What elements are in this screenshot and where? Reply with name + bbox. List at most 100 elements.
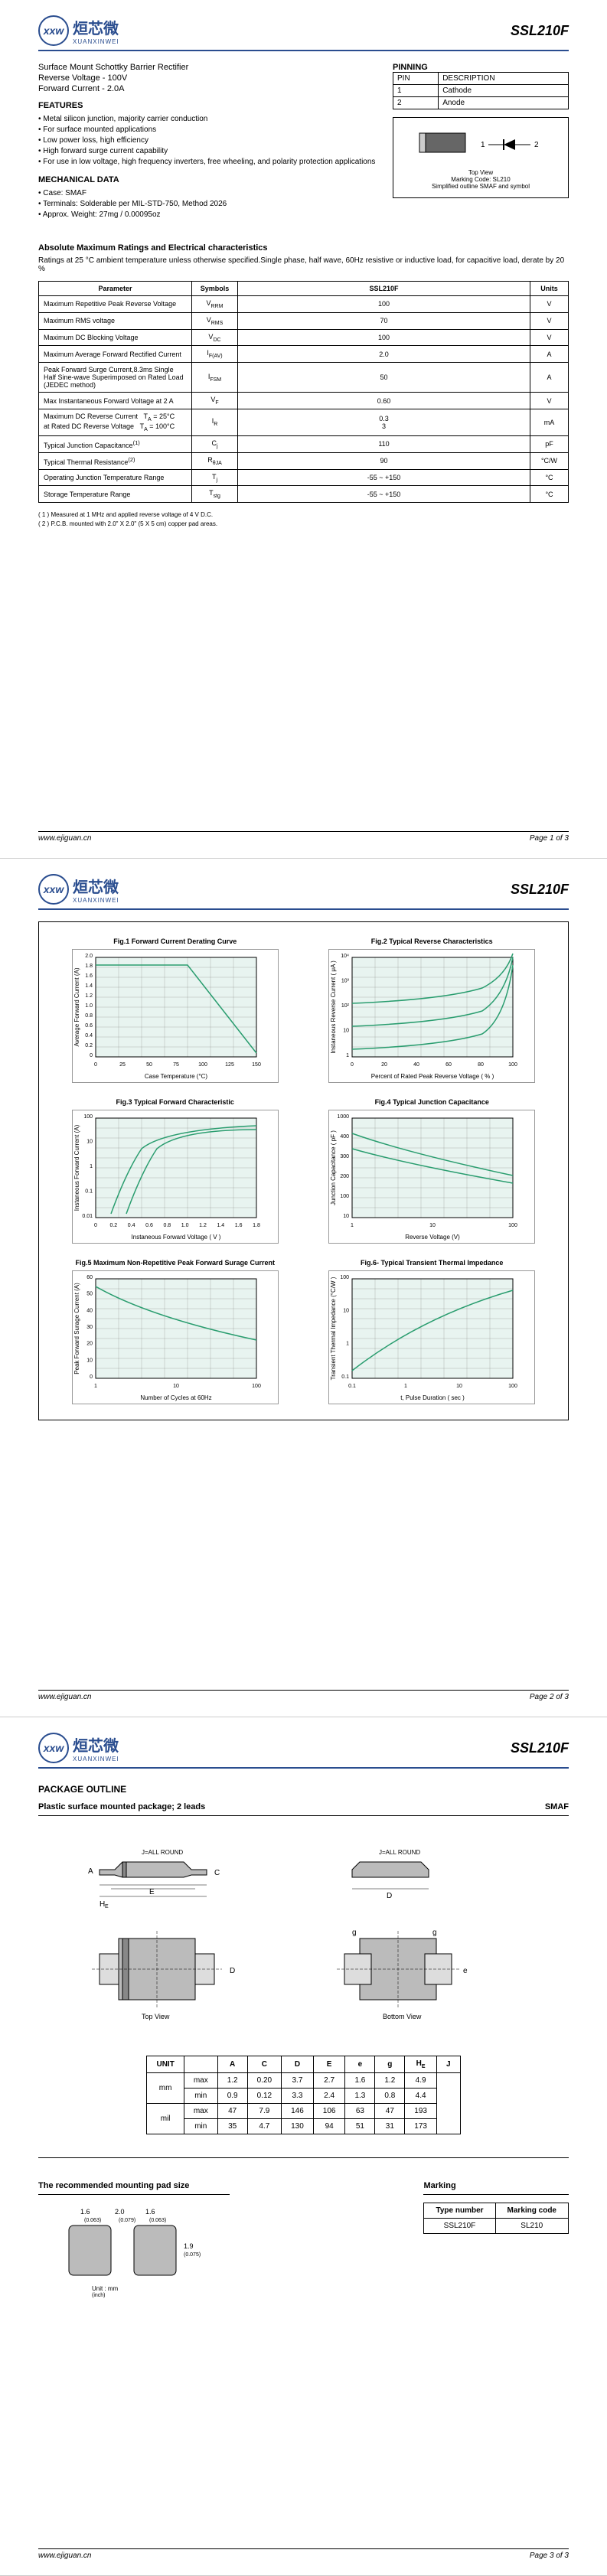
footer-page: Page 1 of 3 [530, 834, 569, 843]
feature-item: For use in low voltage, high frequency i… [38, 157, 377, 168]
svg-text:0.8: 0.8 [163, 1223, 171, 1228]
package-outline-svg: J=ALL ROUND A C E HE J=ALL ROUND D Top V… [38, 1831, 559, 2046]
svg-text:1.6: 1.6 [85, 973, 93, 979]
rating-unit: mA [530, 409, 569, 435]
rating-symbol: IF(AV) [192, 346, 238, 363]
forward-current: Forward Current - 2.0A [38, 84, 377, 93]
chart-svg: 025507510012515000.20.40.60.81.01.21.41.… [72, 949, 279, 1083]
dim-cell: 47 [375, 2104, 405, 2119]
mark-cell: SSL210F [424, 2219, 495, 2234]
svg-text:0: 0 [351, 1062, 354, 1068]
svg-text:t, Pulse Duration ( sec ): t, Pulse Duration ( sec ) [400, 1394, 465, 1401]
svg-text:100: 100 [83, 1114, 93, 1120]
notes: ( 1 ) Measured at 1 MHz and applied reve… [38, 510, 569, 529]
rating-value: -55 ~ +150 [238, 486, 530, 503]
part-number: SSL210F [511, 1740, 569, 1756]
svg-text:1.4: 1.4 [85, 983, 93, 989]
rating-value: 50 [238, 363, 530, 393]
dim-header: g [375, 2056, 405, 2073]
features-title: FEATURES [38, 101, 377, 110]
rating-param: Maximum Repetitive Peak Reverse Voltage [39, 296, 192, 313]
rating-param: Peak Forward Surge Current,8.3ms Single … [39, 363, 192, 393]
dim-cell: 2.4 [313, 2089, 345, 2104]
rating-unit: V [530, 329, 569, 346]
svg-text:Reverse Voltage (V): Reverse Voltage (V) [405, 1234, 460, 1241]
chart-title: Fig.6- Typical Transient Thermal Impedan… [361, 1259, 503, 1267]
svg-text:50: 50 [146, 1062, 152, 1068]
reverse-voltage: Reverse Voltage - 100V [38, 73, 377, 83]
logo: xxw 烜芯微 XUANXINWEI [38, 874, 119, 905]
svg-text:J=ALL ROUND: J=ALL ROUND [142, 1849, 183, 1856]
svg-text:1.6: 1.6 [80, 2208, 90, 2216]
dim-cell: 4.4 [405, 2089, 437, 2104]
svg-text:(inch): (inch) [92, 2293, 106, 2298]
svg-text:1: 1 [94, 1384, 97, 1389]
rating-unit: pF [530, 435, 569, 452]
rating-unit: °C [530, 486, 569, 503]
mech-item: Terminals: Solderable per MIL-STD-750, M… [38, 199, 377, 210]
features-list: Metal silicon junction, majority carrier… [38, 114, 377, 168]
svg-text:100: 100 [198, 1062, 207, 1068]
svg-text:(0.079): (0.079) [119, 2218, 135, 2223]
svg-text:100: 100 [341, 1275, 350, 1280]
header: xxw 烜芯微 XUANXINWEI SSL210F [38, 1733, 569, 1769]
dim-cell [436, 2073, 460, 2134]
chart-svg: 1101000102030405060 Number of Cycles at … [72, 1270, 279, 1404]
mech-item: Case: SMAF [38, 188, 377, 199]
dim-header: D [282, 2056, 314, 2073]
svg-text:Transient Thermal Impedance (°: Transient Thermal Impedance (°C/W ) [330, 1277, 337, 1380]
rating-param: Operating Junction Temperature Range [39, 469, 192, 486]
pinning-table: PINDESCRIPTION 1Cathode 2Anode [393, 72, 569, 109]
rating-param: Maximum DC Reverse Current TA = 25°Cat R… [39, 409, 192, 435]
svg-text:2.0: 2.0 [115, 2208, 125, 2216]
dim-cell: min [184, 2119, 217, 2134]
note-item: ( 2 ) P.C.B. mounted with 2.0" X 2.0" (5… [38, 520, 569, 529]
svg-text:40: 40 [413, 1062, 419, 1068]
feature-item: Metal silicon junction, majority carrier… [38, 114, 377, 125]
rating-symbol: VDC [192, 329, 238, 346]
svg-text:Instaneous Reverse Current ( μ: Instaneous Reverse Current ( μA ) [330, 960, 337, 1054]
svg-text:Junction Capacitance ( pF ): Junction Capacitance ( pF ) [330, 1130, 337, 1205]
dim-cell: max [184, 2073, 217, 2089]
svg-text:D: D [230, 1967, 235, 1975]
svg-text:0.1: 0.1 [342, 1374, 350, 1380]
rating-symbol: Tstg [192, 486, 238, 503]
dim-cell: 2.7 [313, 2073, 345, 2089]
rating-unit: °C/W [530, 452, 569, 469]
dim-cell: 7.9 [247, 2104, 281, 2119]
svg-text:1.0: 1.0 [181, 1223, 189, 1228]
svg-text:Percent of Rated Peak Reverse: Percent of Rated Peak Reverse Voltage ( … [371, 1073, 494, 1080]
dim-header: HE [405, 2056, 437, 2073]
dim-cell: mm [147, 2073, 184, 2104]
svg-text:10: 10 [429, 1223, 436, 1228]
svg-text:(0.075): (0.075) [184, 2252, 201, 2258]
svg-text:100: 100 [508, 1062, 517, 1068]
feature-item: Low power loss, high efficiency [38, 135, 377, 146]
chart-title: Fig.1 Forward Current Derating Curve [113, 937, 237, 945]
rating-value: 70 [238, 312, 530, 329]
product-title: Surface Mount Schottky Barrier Rectifier [38, 63, 377, 72]
svg-text:g: g [432, 1929, 437, 1937]
dim-cell: 146 [282, 2104, 314, 2119]
svg-text:0.1: 0.1 [348, 1384, 356, 1389]
dim-header: e [345, 2056, 375, 2073]
rating-param: Maximum DC Blocking Voltage [39, 329, 192, 346]
chart-svg: 00.20.40.60.81.01.21.41.61.80.010.111010… [72, 1110, 279, 1244]
chart-svg: 02040608010011010²10³10⁴ Percent of Rate… [328, 949, 535, 1083]
pin-header: PIN [393, 73, 439, 85]
svg-text:200: 200 [341, 1174, 350, 1179]
svg-text:g: g [352, 1929, 357, 1937]
dim-cell: 31 [375, 2119, 405, 2134]
chart-4: Fig.4 Typical Junction Capacitance 11010… [312, 1098, 553, 1244]
rating-symbol: Cj [192, 435, 238, 452]
mark-cell: SL210 [495, 2219, 568, 2234]
rating-unit: A [530, 363, 569, 393]
svg-text:60: 60 [86, 1275, 93, 1280]
svg-text:1.8: 1.8 [85, 964, 93, 969]
svg-text:100: 100 [508, 1223, 517, 1228]
svg-text:1000: 1000 [338, 1114, 350, 1120]
svg-text:150: 150 [252, 1062, 261, 1068]
feature-item: For surface mounted applications [38, 125, 377, 135]
dim-cell: 1.2 [375, 2073, 405, 2089]
svg-text:40: 40 [86, 1308, 93, 1313]
